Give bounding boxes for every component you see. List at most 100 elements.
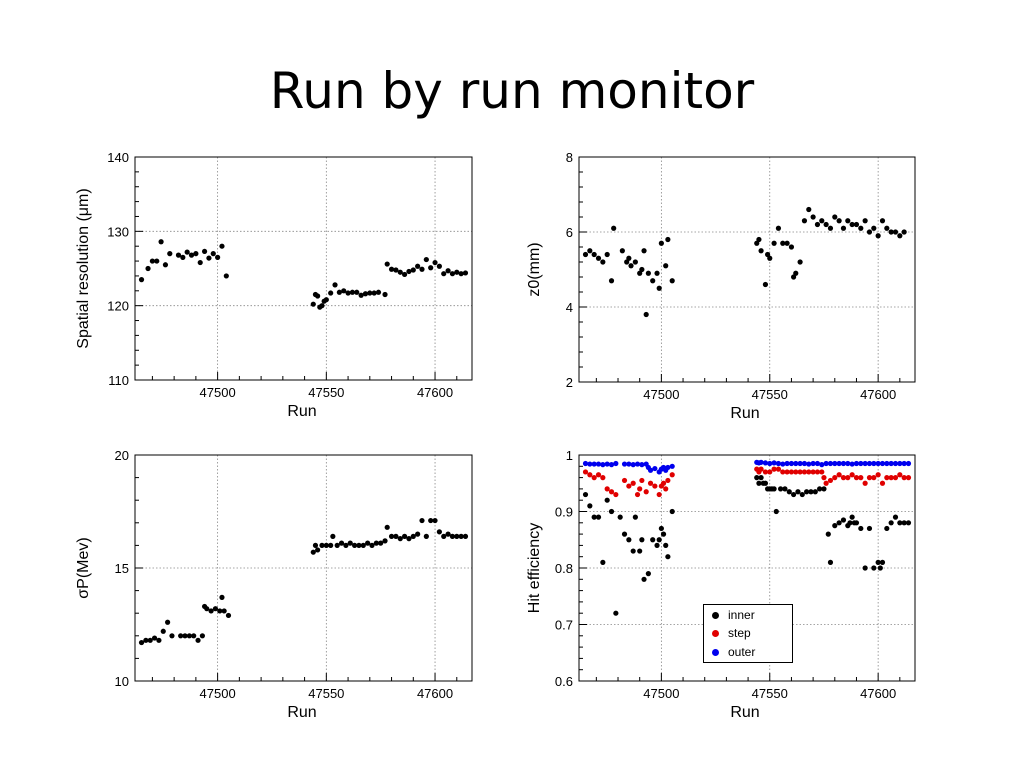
series-outer [582, 459, 912, 475]
data-point [323, 542, 329, 548]
data-point [197, 259, 203, 266]
data-point [643, 489, 649, 495]
legend-marker-step [712, 629, 719, 637]
data-point [793, 270, 799, 276]
legend-item-inner: inner [712, 607, 755, 623]
data-point [600, 462, 606, 468]
data-point [634, 461, 641, 467]
data-point [604, 461, 610, 467]
series-inner [582, 475, 912, 616]
data-point [591, 475, 597, 481]
data-point [888, 229, 894, 235]
data-point [879, 218, 886, 224]
data-point [432, 259, 438, 266]
data-point [630, 462, 636, 468]
data-point [210, 251, 216, 257]
data-point [665, 477, 671, 484]
chart-svg: 47500 47550 47600 110 120 130 140 Run Spatial re… [75, 150, 473, 420]
data-point [656, 491, 662, 498]
data-point [604, 251, 610, 258]
data-point [875, 559, 881, 565]
data-point [762, 469, 769, 475]
y-tick-label: 15 [115, 561, 129, 576]
data-point [206, 255, 212, 261]
data-point [608, 462, 615, 468]
data-point [600, 259, 606, 265]
data-point [771, 486, 777, 492]
data-point [884, 525, 890, 532]
data-point [780, 240, 786, 246]
data-point [345, 290, 351, 296]
data-point [458, 533, 464, 539]
data-point [641, 248, 647, 254]
legend-label-inner: inner [728, 608, 755, 622]
data-point [462, 270, 469, 276]
data-point [832, 475, 838, 481]
data-point [458, 271, 464, 277]
data-point [814, 469, 821, 475]
data-point [393, 533, 399, 539]
data-point [600, 559, 606, 565]
chart-svg: 47500 47550 47600 2 4 6 8 Run z0(mm) [526, 150, 916, 422]
data-point [814, 221, 821, 228]
data-point [884, 475, 890, 481]
x-tick-label: 47600 [860, 686, 896, 701]
data-point [619, 248, 625, 254]
data-point [397, 536, 403, 542]
data-point [821, 486, 827, 492]
data-point [582, 460, 589, 467]
data-point [328, 542, 334, 548]
data-point [156, 637, 162, 643]
data-point [845, 475, 851, 481]
data-point [310, 549, 316, 555]
data-point [797, 460, 803, 467]
data-point [332, 282, 338, 288]
data-point [436, 529, 442, 535]
data-point [204, 606, 210, 612]
data-point [319, 303, 325, 309]
data-point [905, 460, 912, 467]
data-point [643, 311, 649, 318]
data-point [188, 252, 195, 258]
data-point [775, 225, 782, 231]
data-point [449, 271, 456, 277]
y-tick-label: 130 [107, 224, 129, 239]
data-point [371, 290, 377, 296]
x-tick-label: 47500 [200, 385, 236, 400]
data-point [665, 554, 671, 560]
data-point [351, 542, 358, 548]
data-point [462, 533, 469, 539]
data-point [858, 225, 864, 231]
data-point [138, 639, 145, 646]
data-point [613, 460, 619, 467]
data-point [604, 497, 610, 503]
data-point [406, 536, 412, 542]
hit-efficiency-chart: 47500 47550 47600 0.6 0.7 0.8 0.9 1 Run Hit effic… [512, 438, 1012, 728]
data-point [819, 469, 825, 475]
x-tick-label: 47600 [417, 385, 453, 400]
data-point [806, 461, 812, 467]
data-point [178, 633, 184, 639]
data-point [786, 489, 792, 495]
z0-chart: 47500 47550 47600 2 4 6 8 Run z0(mm) [512, 140, 1012, 430]
data-point [901, 475, 907, 481]
data-point [330, 533, 336, 539]
data-point [804, 489, 810, 495]
data-point [871, 565, 877, 571]
data-point [626, 255, 632, 261]
data-point [347, 540, 353, 546]
data-point [799, 491, 805, 498]
data-point [823, 460, 829, 467]
data-point [669, 278, 675, 284]
data-point [180, 254, 186, 260]
legend-item-outer: outer [712, 644, 755, 660]
data-point [441, 271, 447, 277]
data-point [621, 461, 628, 467]
data-point [879, 559, 886, 565]
data-point [806, 206, 812, 213]
data-point [312, 542, 319, 548]
data-point [436, 263, 442, 269]
data-point [645, 571, 651, 577]
data-point [402, 271, 408, 278]
y-tick-label: 0.6 [555, 674, 573, 689]
